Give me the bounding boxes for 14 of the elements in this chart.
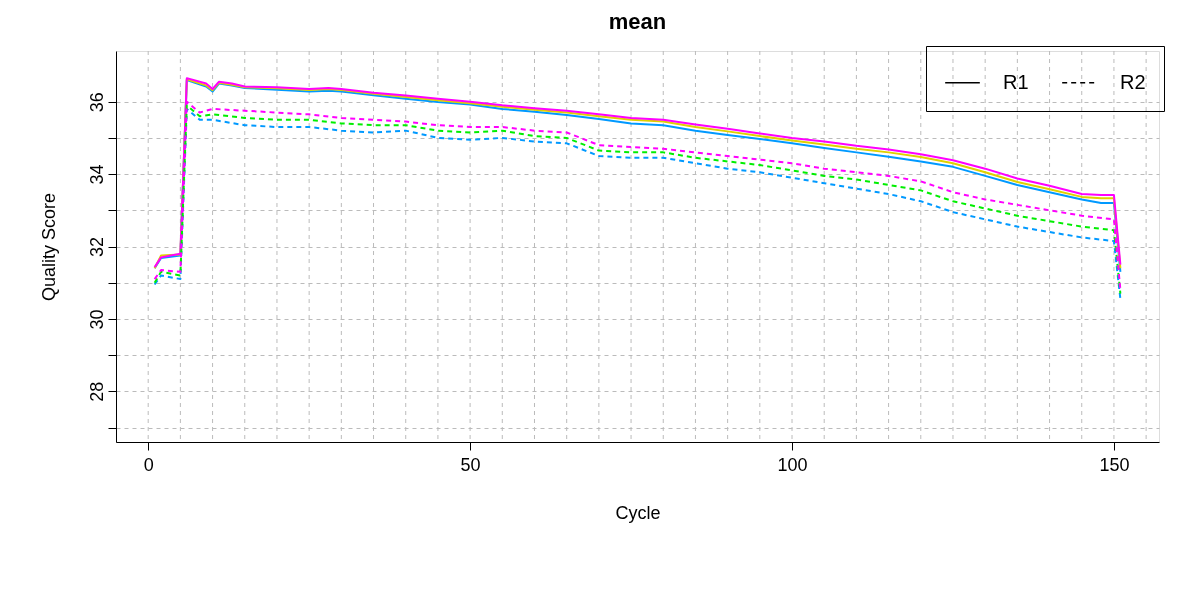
x-axis-title: Cycle [615, 502, 661, 523]
x-tick-label: 150 [1099, 454, 1130, 475]
y-tick-label: 30 [86, 309, 107, 330]
annotation: R1 [1003, 70, 1029, 93]
y-tick-label: 32 [86, 236, 107, 258]
x-tick-label: 0 [143, 454, 154, 475]
y-axis-title: Quality Score [38, 192, 59, 302]
x-tick-label: 100 [777, 454, 808, 475]
annotation: R2 [1120, 70, 1146, 93]
y-tick-label: 36 [86, 92, 107, 113]
x-tick-label: 50 [460, 454, 481, 475]
chart-title: mean [608, 8, 667, 34]
y-tick-label: 34 [86, 164, 107, 185]
y-tick-label: 28 [86, 381, 107, 402]
